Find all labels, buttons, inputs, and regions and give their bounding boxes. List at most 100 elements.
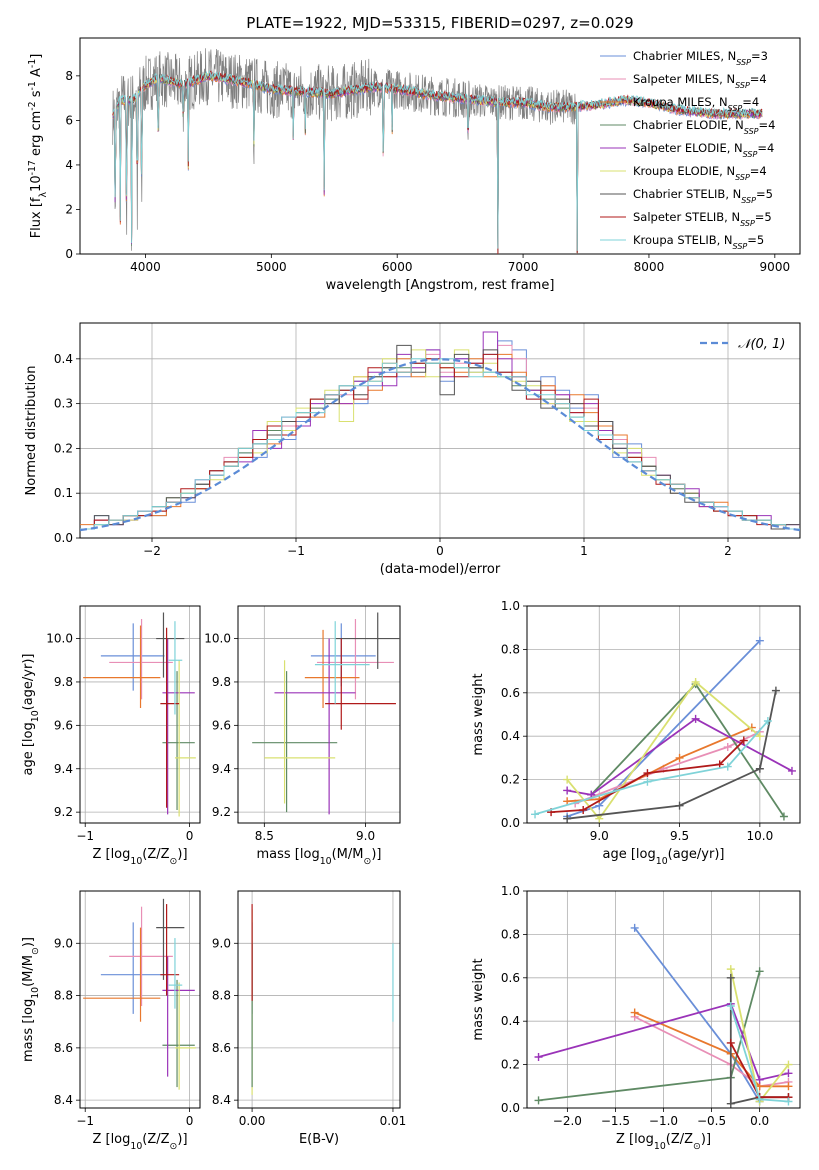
x-tick-label: 8.5 [255, 829, 274, 843]
y-tick-label: 10.0 [204, 632, 231, 646]
data-point [726, 973, 735, 982]
series-chabrier-stelib [563, 686, 780, 823]
label-part: age [log [21, 722, 36, 775]
errorbar-chabrier-miles [100, 623, 165, 691]
label-part: 10 [29, 175, 44, 192]
label-part: 10 [656, 856, 668, 867]
data-point [563, 786, 572, 795]
legend-entry: Kroupa STELIB, NSSP=5 [633, 233, 764, 251]
x-tick-label: 0 [186, 829, 194, 843]
x-tick-label: 9.0 [590, 829, 609, 843]
legend-sub: SSP [733, 242, 748, 251]
age-vs-z-plot-area [83, 612, 196, 817]
label-part: ⊙ [30, 947, 41, 955]
y-tick-label: 0.8 [501, 642, 520, 656]
histogram-kroupa-stelib [80, 358, 800, 530]
errorbar-kroupa-miles [304, 629, 360, 708]
legend-entry: Salpeter ELODIE, NSSP=4 [633, 141, 774, 159]
label-part: 10 [30, 710, 41, 722]
y-tick-label: 0.0 [501, 816, 520, 830]
legend-sub: SSP [735, 173, 750, 182]
legend-model: Salpeter ELODIE, N [633, 141, 743, 155]
spectrum-axes: 4000 5000 6000 7000 8000 9000 0 2 4 6 8 wavelength … [27, 37, 801, 293]
y-tick-label: 0.2 [501, 773, 520, 787]
series-kroupa-stelib [531, 717, 772, 819]
data-point [563, 775, 572, 784]
x-tick-label: −1 [287, 544, 305, 558]
label-part: Normed distribution [24, 366, 39, 496]
data-point [726, 965, 735, 974]
data-point [755, 764, 764, 773]
legend-nssp: =4 [750, 164, 767, 178]
series-line [534, 720, 769, 816]
label-part: erg cm [29, 111, 44, 160]
series-chabrier-elodie [534, 967, 764, 1105]
x-tick-label: −1 [76, 829, 94, 843]
errorbar-salpeter-miles [316, 619, 394, 700]
figure-title: PLATE=1922, MJD=53315, FIBERID=0297, z=0… [246, 14, 633, 32]
data-point [787, 766, 796, 775]
observed-spectrum [112, 48, 578, 254]
legend-nssp: =5 [755, 210, 772, 224]
data-point [579, 805, 588, 814]
x-tick-label: 5000 [256, 260, 287, 274]
label-part: 10 [130, 1141, 142, 1152]
y-tick-label: 9.0 [212, 936, 231, 950]
label-part: -17 [27, 160, 38, 175]
y-tick-label: 8.8 [54, 989, 73, 1003]
y-tick-label: 9.4 [212, 762, 231, 776]
x-tick-label: 0.01 [380, 1114, 407, 1128]
y-tick-label: 0.4 [54, 352, 73, 366]
errorbar-salpeter-stelib [160, 904, 180, 996]
label-part: (Z/Z [142, 1132, 169, 1147]
x-tick-label: 1 [580, 544, 588, 558]
label-part: )] [701, 1132, 711, 1147]
series-line [566, 680, 761, 821]
x-axis-label: Z [log10(Z/Z⊙)] [616, 1132, 711, 1152]
x-tick-label: 9.0 [356, 829, 375, 843]
label-part: )] [177, 847, 187, 862]
legend-model: Kroupa ELODIE, N [633, 164, 735, 178]
y-tick-label: 0.6 [501, 686, 520, 700]
data-point [691, 677, 700, 686]
legend-nssp: =4 [750, 72, 767, 86]
y-tick-label: 0.2 [54, 441, 73, 455]
y-tick-label: 8.4 [212, 1093, 231, 1107]
data-point [726, 1002, 735, 1011]
legend-entry: Chabrier ELODIE, NSSP=4 [633, 118, 775, 136]
series-salpeter-elodie [534, 999, 793, 1084]
errorbar-chabrier-stelib [156, 612, 185, 678]
errorbar-chabrier-stelib [156, 898, 185, 980]
series-kroupa-stelib [726, 1002, 793, 1106]
data-point [534, 1053, 543, 1062]
label-part: )] [371, 847, 381, 862]
label-part: mass weight [471, 673, 486, 755]
label-part: ] [29, 54, 44, 59]
x-tick-label: 8000 [634, 260, 665, 274]
label-part: 10 [30, 987, 41, 999]
legend-sub: SSP [744, 127, 759, 136]
data-point [784, 1097, 793, 1106]
data-point [531, 810, 540, 819]
y-axis-label: Flux [fλ10-17 erg cm-2 s-1 A-1] [27, 54, 49, 239]
mass-weight-vs-age-axes: 9.0 9.5 10.0 0.0 0.2 0.4 0.6 0.8 1.0 age [log10(a… [471, 599, 801, 867]
data-point [755, 636, 764, 645]
label-part: ⊙ [363, 856, 371, 867]
data-point [755, 967, 764, 976]
data-point [643, 777, 652, 786]
errorbar-salpeter-elodie [274, 638, 356, 815]
legend-nssp: =4 [757, 141, 774, 155]
mass-vs-z-plot-area [83, 898, 196, 1090]
label-part: λ [38, 191, 49, 197]
y-tick-label: 4 [65, 158, 73, 172]
series-line [574, 731, 761, 805]
y-tick-label: 9.2 [212, 805, 231, 819]
x-axis-label: E(B-V) [299, 1132, 339, 1147]
x-tick-label: 6000 [382, 260, 413, 274]
y-tick-label: 0.0 [54, 531, 73, 545]
series-line [538, 1002, 789, 1081]
y-tick-label: 9.8 [54, 675, 73, 689]
data-point [755, 1075, 764, 1084]
y-tick-label: 0.4 [501, 1014, 520, 1028]
data-point [739, 736, 748, 745]
